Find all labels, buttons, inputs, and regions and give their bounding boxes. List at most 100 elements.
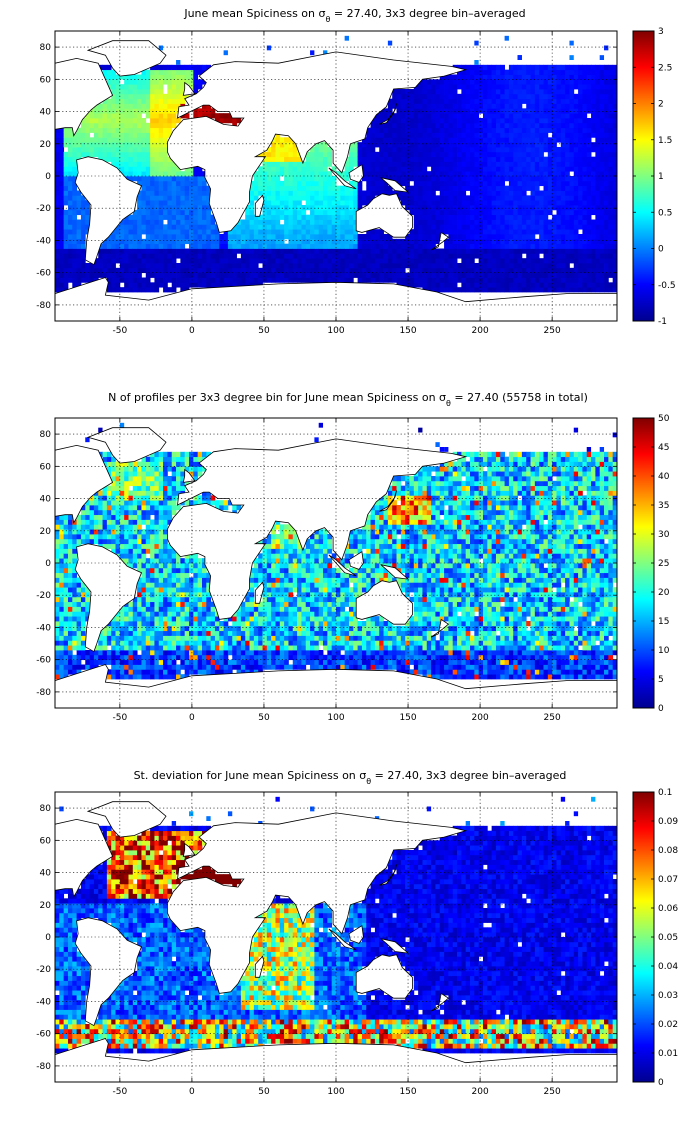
heatmap-cell (210, 234, 216, 240)
heatmap-cell (396, 176, 402, 182)
heatmap-cell (271, 234, 276, 240)
heatmap-cell (474, 209, 480, 216)
heatmap-cell (491, 137, 497, 143)
heatmap-cell (55, 272, 60, 278)
heatmap-cell (284, 151, 289, 158)
heatmap-cell (495, 238, 501, 245)
heatmap-cell (171, 74, 177, 80)
heatmap-cell (310, 229, 315, 235)
heatmap-cell (119, 89, 125, 95)
heatmap-cell (150, 209, 155, 216)
heatmap-cell (379, 156, 384, 162)
heatmap-cell (491, 190, 497, 196)
heatmap-cell (301, 209, 307, 216)
heatmap-cell (474, 103, 480, 109)
heatmap-cell (565, 190, 570, 196)
heatmap-cell (457, 205, 462, 211)
heatmap-cell (318, 219, 324, 225)
heatmap-cell (301, 214, 307, 220)
heatmap-cell (379, 122, 384, 129)
heatmap-cell (111, 485, 116, 491)
heatmap-cell (76, 219, 82, 225)
heatmap-cell (582, 267, 588, 274)
heatmap-cell (115, 659, 121, 665)
heatmap-cell (327, 185, 333, 191)
heatmap-cell (495, 195, 501, 201)
heatmap-cell (180, 248, 186, 254)
heatmap-cell (379, 229, 384, 235)
heatmap-cell (111, 137, 116, 143)
heatmap-cell (55, 577, 60, 583)
heatmap-cell (474, 84, 480, 90)
heatmap-cell (482, 243, 488, 249)
heatmap-cell (612, 171, 618, 177)
heatmap-cell (154, 219, 160, 225)
heatmap-cell (275, 151, 281, 158)
heatmap-cell (452, 156, 458, 162)
heatmap-cell (435, 142, 441, 148)
heatmap-cell (400, 137, 406, 143)
heatmap-cell (591, 64, 596, 71)
heatmap-cell (569, 108, 575, 114)
heatmap-cell (63, 127, 69, 133)
heatmap-cell (591, 118, 596, 124)
heatmap-cell (495, 224, 501, 230)
heatmap-cell (582, 176, 588, 182)
heatmap-cell (495, 209, 501, 216)
heatmap-cell (435, 132, 441, 138)
heatmap-cell (383, 243, 389, 249)
heatmap-cell (141, 127, 147, 133)
heatmap-cell (604, 137, 609, 143)
heatmap-cell (59, 654, 65, 661)
heatmap-cell (439, 142, 445, 148)
heatmap-cell (80, 118, 86, 124)
heatmap-cell (422, 200, 428, 206)
heatmap-cell (400, 243, 406, 249)
heatmap-cell (262, 248, 268, 254)
heatmap-cell (444, 132, 449, 138)
heatmap-cell (612, 238, 618, 245)
heatmap-cell (318, 176, 324, 182)
heatmap-cell (80, 519, 86, 525)
heatmap-cell (189, 277, 194, 283)
heatmap-cell (63, 582, 69, 588)
heatmap-cell (396, 238, 402, 245)
heatmap-cell (288, 166, 294, 172)
heatmap-cell (487, 147, 493, 153)
heatmap-cell (72, 534, 78, 540)
heatmap-cell (470, 287, 475, 293)
heatmap-cell (595, 122, 601, 129)
heatmap-cell (271, 200, 276, 206)
heatmap-cell (595, 161, 601, 167)
heatmap-cell (305, 243, 311, 249)
heatmap-cell (491, 185, 497, 191)
heatmap-cell (495, 258, 501, 264)
heatmap-cell (197, 277, 203, 283)
heatmap-cell (591, 272, 596, 278)
heatmap-cell (405, 263, 410, 269)
heatmap-cell (400, 113, 406, 119)
heatmap-cell (310, 180, 315, 187)
heatmap-cell (189, 74, 194, 80)
heatmap-cell (124, 161, 129, 167)
heatmap-cell (89, 538, 95, 545)
heatmap-cell (106, 277, 112, 283)
heatmap-cell (413, 122, 419, 129)
heatmap-cell (431, 248, 436, 254)
heatmap-cell (478, 161, 484, 167)
heatmap-cell (426, 113, 432, 119)
heatmap-cell (573, 93, 579, 100)
heatmap-cell (418, 147, 423, 153)
heatmap-cell (167, 258, 173, 264)
landmass (430, 231, 450, 251)
heatmap-cell (379, 248, 384, 254)
heatmap-cell (163, 238, 168, 245)
heatmap-cell (379, 166, 384, 172)
heatmap-cell (171, 219, 177, 225)
heatmap-cell (357, 243, 363, 249)
heatmap-cell (478, 89, 484, 95)
heatmap-cell (288, 209, 294, 216)
heatmap-cell (487, 142, 493, 148)
heatmap-cell (59, 132, 65, 138)
heatmap-cell (72, 592, 78, 598)
